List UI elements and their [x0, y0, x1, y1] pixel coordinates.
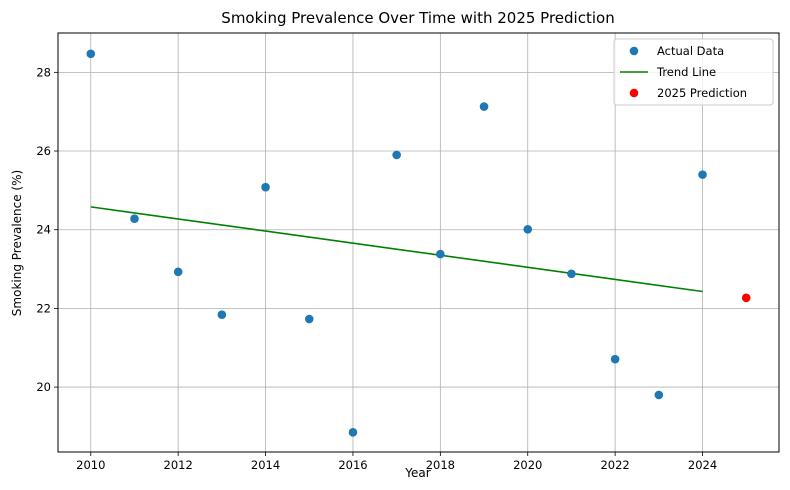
data-point — [348, 428, 358, 437]
x-tick-label: 2010 — [76, 458, 105, 472]
y-tick-label: 28 — [36, 65, 51, 79]
y-tick-label: 20 — [36, 380, 51, 394]
x-axis-ticks: 2010 2012 2014 2016 2018 2020 2022 2024 — [76, 452, 717, 472]
legend-marker-swatch — [629, 88, 639, 98]
data-point — [261, 182, 270, 192]
y-axis-ticks: 20 22 24 26 28 — [36, 65, 58, 394]
y-axis-label: Smoking Prevalence (%) — [10, 170, 24, 316]
data-point — [130, 214, 139, 223]
x-axis-label: Year — [404, 466, 430, 480]
legend: Actual Data Trend Line 2025 Prediction — [613, 38, 774, 106]
data-point — [654, 390, 664, 400]
trend-line — [90, 206, 703, 293]
y-tick-label: 26 — [36, 144, 51, 158]
x-tick-label: 2024 — [688, 458, 717, 472]
data-point — [610, 354, 620, 364]
x-tick-label: 2018 — [426, 458, 455, 472]
x-tick-label: 2014 — [251, 458, 280, 472]
legend-marker-swatch — [629, 46, 639, 56]
legend-label: 2025 Prediction — [657, 86, 747, 100]
legend-box — [613, 38, 774, 106]
data-point — [304, 314, 314, 324]
prediction-point — [741, 293, 751, 303]
data-point — [698, 170, 707, 179]
trend-line-layer — [90, 206, 703, 293]
legend-label: Trend Line — [656, 65, 716, 79]
data-point — [567, 269, 576, 279]
axes-frame — [57, 32, 780, 453]
y-tick-label: 22 — [36, 301, 51, 315]
y-tick-label: 24 — [36, 223, 51, 237]
data-point — [86, 49, 96, 59]
data-point — [173, 267, 183, 277]
data-point — [217, 310, 227, 319]
x-tick-label: 2022 — [600, 458, 629, 472]
data-point — [392, 150, 401, 160]
legend-label: Actual Data — [657, 44, 724, 58]
x-tick-label: 2020 — [513, 458, 542, 472]
data-point — [479, 102, 489, 111]
points-layer — [86, 49, 751, 437]
data-point — [436, 249, 445, 259]
data-point — [523, 225, 533, 234]
chart-title: Smoking Prevalence Over Time with 2025 P… — [221, 9, 614, 27]
x-tick-label: 2016 — [338, 458, 367, 472]
x-tick-label: 2012 — [164, 458, 193, 472]
